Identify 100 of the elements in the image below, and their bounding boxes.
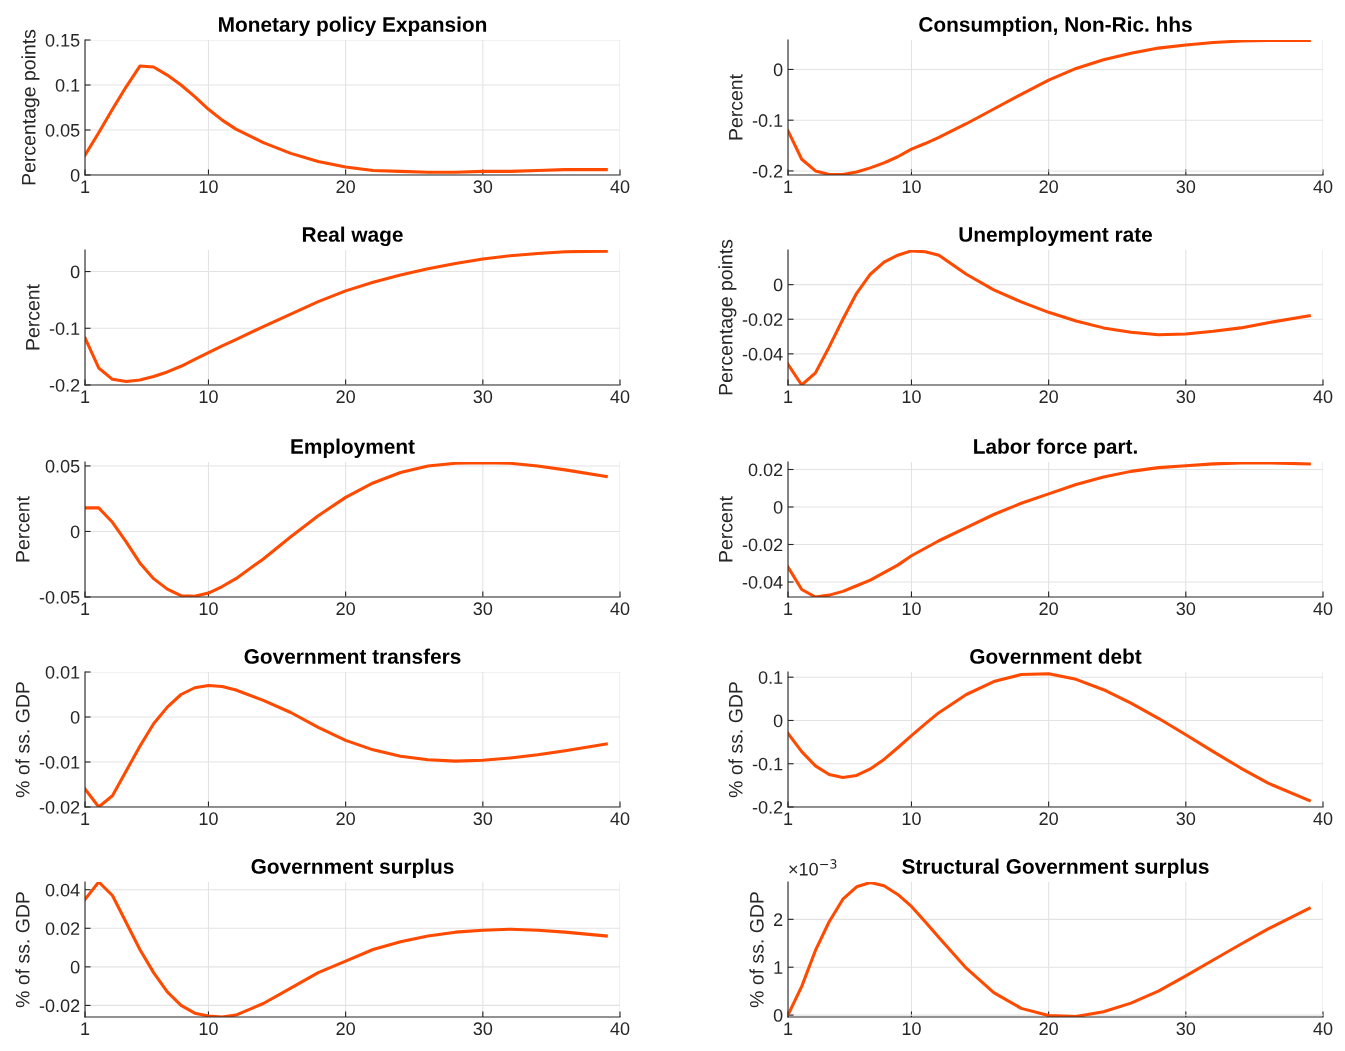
line-series <box>85 64 608 174</box>
y-tick-label: -0.01 <box>39 755 80 769</box>
y-tick-label: 0 <box>70 265 80 279</box>
x-tick-label: 1 <box>81 390 90 403</box>
y-tick-label: 0 <box>70 960 80 974</box>
y-tick-label: -0.02 <box>39 999 80 1013</box>
x-tick-label: 10 <box>199 812 218 826</box>
y-tick-label: -0.02 <box>39 800 80 814</box>
line-series <box>85 250 608 384</box>
y-axis-title: Percent <box>729 74 743 140</box>
x-tick-label: 20 <box>336 180 355 194</box>
x-tick-label: 1 <box>784 390 793 403</box>
y-tick-label: 0.02 <box>748 463 783 477</box>
chart-title: Consumption, Non-Ric. hhs <box>919 16 1192 36</box>
y-tick-label: -0.04 <box>742 347 783 361</box>
x-tick-label: 30 <box>473 180 493 194</box>
x-tick-label: 40 <box>1313 390 1333 404</box>
y-tick-label: 0 <box>773 63 783 77</box>
x-tick-label: 40 <box>1313 812 1333 826</box>
x-tick-label: 30 <box>1176 390 1196 404</box>
x-tick-label: 20 <box>1039 812 1058 826</box>
y-tick-label: 0 <box>773 1009 783 1022</box>
x-tick-label: 20 <box>1039 602 1058 616</box>
chart-title: Government surplus <box>251 858 454 878</box>
y-axis-title: Percent <box>16 496 30 562</box>
x-tick-label: 10 <box>902 812 921 826</box>
x-tick-label: 10 <box>199 180 218 194</box>
y-axis-title: % of ss. GDP <box>749 892 764 1008</box>
x-tick-label: 30 <box>473 812 493 826</box>
x-tick-label: 10 <box>199 390 218 404</box>
x-tick-label: 1 <box>81 1022 90 1035</box>
x-tick-label: 30 <box>473 602 493 616</box>
x-tick-label: 40 <box>1313 602 1333 616</box>
x-tick-label: 10 <box>199 602 218 616</box>
x-tick-label: 40 <box>610 180 630 194</box>
chart-title: Employment <box>291 438 415 458</box>
chart-title: Unemployment rate <box>959 226 1153 246</box>
y-tick-label: 0 <box>773 500 783 514</box>
y-tick-label: -0.2 <box>752 800 783 814</box>
x-tick-label: 40 <box>1313 1022 1333 1036</box>
y-axis-title: Percent <box>26 284 40 350</box>
x-tick-label: 1 <box>81 602 90 615</box>
x-tick-label: 30 <box>1176 812 1196 826</box>
x-tick-label: 1 <box>81 812 90 825</box>
y-tick-label: 2 <box>774 913 783 926</box>
y-axis-title: % of ss. GDP <box>15 892 30 1008</box>
y-tick-label: -0.2 <box>752 164 783 178</box>
chart-title: Government debt <box>970 648 1142 664</box>
y-tick-label: -0.02 <box>742 538 783 552</box>
y-tick-label: 0 <box>773 714 783 728</box>
x-tick-label: 20 <box>336 1022 355 1036</box>
y-tick-label: 0 <box>70 710 80 724</box>
line-series <box>85 462 608 597</box>
y-tick-label: 0.05 <box>45 123 80 137</box>
x-tick-label: 10 <box>199 1022 218 1036</box>
x-tick-label: 30 <box>1176 602 1196 616</box>
x-tick-label: 10 <box>902 180 921 194</box>
y-tick-label: 1 <box>774 961 783 974</box>
y-tick-label: 0.01 <box>45 665 80 679</box>
y-tick-label: -0.05 <box>39 590 80 604</box>
x-tick-label: 40 <box>610 1022 630 1036</box>
y-tick-label: -0.1 <box>752 114 783 127</box>
y-axis-title: % of ss. GDP <box>728 682 743 798</box>
text: ×10$^{−3}$ <box>789 859 837 876</box>
x-tick-label: 20 <box>1039 1022 1058 1036</box>
chart-title: Structural Government surplus <box>902 858 1209 878</box>
y-tick-label: -0.04 <box>742 575 783 589</box>
y-tick-label: -0.1 <box>49 322 80 335</box>
y-tick-label: 0 <box>773 278 783 292</box>
x-tick-label: 20 <box>1039 390 1058 404</box>
y-tick-label: 0.1 <box>55 78 80 92</box>
chart-title: Labor force part. <box>974 438 1137 458</box>
y-axis-title: Percentage points <box>21 29 40 185</box>
y-tick-label: -0.2 <box>49 378 80 392</box>
y-tick-label: 0.15 <box>45 33 80 47</box>
line-series <box>788 250 1311 385</box>
y-axis-title: Percentage points <box>718 239 737 395</box>
x-tick-label: 20 <box>336 602 355 616</box>
chart-title: Real wage <box>302 226 403 247</box>
x-tick-label: 30 <box>1176 1022 1196 1036</box>
line-series <box>788 882 1311 1017</box>
y-tick-label: 0 <box>70 525 80 539</box>
x-tick-label: 40 <box>1313 180 1333 194</box>
x-tick-label: 1 <box>784 1022 793 1035</box>
y-tick-label: 0.02 <box>45 922 80 936</box>
y-tick-label: -0.02 <box>742 313 783 326</box>
line-series <box>85 882 608 1017</box>
x-tick-label: 40 <box>610 390 630 404</box>
line-series <box>788 462 1311 597</box>
x-tick-label: 30 <box>473 1022 493 1036</box>
chart-title: Monetary policy Expansion <box>219 16 487 36</box>
x-tick-label: 30 <box>473 390 493 404</box>
x-tick-label: 10 <box>902 390 921 404</box>
y-tick-label: 0.04 <box>45 883 80 897</box>
y-tick-label: -0.1 <box>752 757 783 771</box>
y-tick-label: 0 <box>70 168 80 182</box>
x-tick-label: 40 <box>610 602 630 616</box>
y-tick-label: 0.05 <box>45 459 80 473</box>
x-tick-label: 1 <box>784 180 793 193</box>
x-tick-label: 20 <box>336 390 355 404</box>
